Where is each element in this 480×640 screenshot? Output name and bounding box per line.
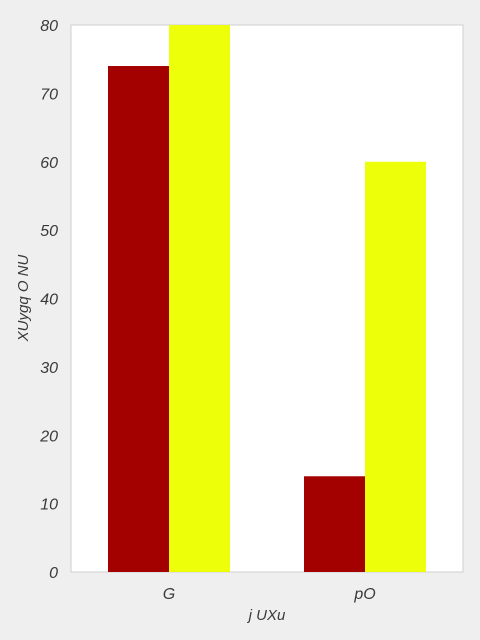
y-tick-label: 10 xyxy=(40,497,58,514)
bar-G-series-1 xyxy=(108,66,169,573)
y-tick-label: 30 xyxy=(40,360,58,377)
y-tick-label: 60 xyxy=(40,155,58,172)
x-tick-label: pO xyxy=(353,586,375,603)
y-tick-label: 80 xyxy=(40,18,58,35)
y-axis-label: XUygq O NU xyxy=(15,254,32,342)
y-tick-label: 0 xyxy=(49,565,58,582)
bar-G-series-2 xyxy=(169,25,230,572)
bars-group xyxy=(108,25,426,573)
y-tick-labels: 0 10 20 30 40 50 60 70 80 xyxy=(39,18,58,582)
bar-pO-series-1 xyxy=(304,476,365,572)
y-tick-label: 20 xyxy=(39,428,58,445)
x-tick-label: G xyxy=(163,586,175,603)
bar-pO-series-2 xyxy=(365,161,426,572)
y-tick-label: 40 xyxy=(40,292,58,309)
y-tick-label: 50 xyxy=(40,223,58,240)
x-axis-label: j UXu xyxy=(247,607,286,624)
y-tick-label: 70 xyxy=(40,86,58,103)
